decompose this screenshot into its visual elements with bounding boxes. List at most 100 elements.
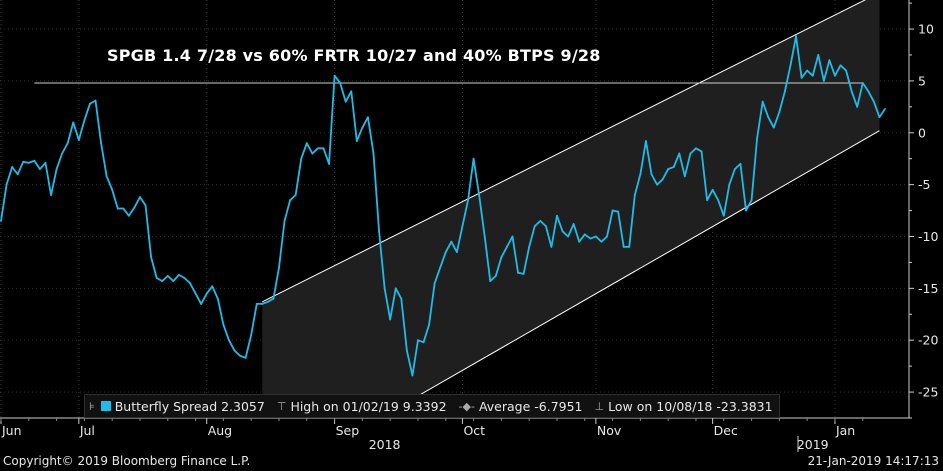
legend-high-item[interactable]: ⊤ High on 01/02/19 9.3392 <box>277 399 447 414</box>
legend-average-item[interactable]: -◆- Average -6.7951 <box>459 399 583 414</box>
series-segment <box>222 323 230 342</box>
series-segment <box>305 142 314 155</box>
pin-icon: ⊧ <box>89 399 95 413</box>
x-tick-label: Jul <box>79 423 95 438</box>
series-segment <box>44 161 52 196</box>
series-segment <box>511 235 519 274</box>
series-segment <box>628 194 636 248</box>
series-segment <box>711 188 720 202</box>
series-segment <box>778 90 786 113</box>
y-tick-label: -15 <box>918 281 938 296</box>
series-segment <box>856 82 864 108</box>
y-tick-label: -5 <box>918 177 930 192</box>
series-segment <box>33 159 41 170</box>
series-segment <box>672 152 681 168</box>
x-tick-label: Nov <box>597 423 622 438</box>
high-marker-icon: ⊤ <box>276 399 287 413</box>
series-segment <box>600 235 608 243</box>
series-segment <box>561 230 569 238</box>
legend-series-label: Butterfly Spread 2.3057 <box>114 398 265 414</box>
legend-average-label: Average -6.7951 <box>478 398 583 414</box>
channel-lower-line <box>379 130 880 419</box>
series-segment <box>133 196 141 209</box>
series-segment <box>656 178 664 186</box>
series-segment <box>211 285 219 300</box>
series-segment <box>850 90 859 108</box>
series-segment <box>633 173 642 196</box>
series-segment <box>72 121 80 141</box>
series-segment <box>278 220 286 269</box>
series-segment <box>506 235 514 248</box>
series-segment <box>50 168 58 196</box>
x-year-label: 2018 <box>369 437 401 452</box>
trend-channel <box>262 0 880 419</box>
series-segment <box>789 35 797 67</box>
series-segment <box>300 142 308 160</box>
series-segment <box>144 204 153 259</box>
legend-low-label: Low on 10/08/18 -23.3831 <box>608 398 773 414</box>
series-segment <box>606 209 614 238</box>
series-segment <box>422 323 431 344</box>
series-segment <box>522 245 531 275</box>
series-segment <box>261 300 269 305</box>
series-segment <box>311 147 319 155</box>
y-tick-label: 5 <box>918 73 926 88</box>
series-segment <box>439 251 447 269</box>
series-segment <box>467 157 475 202</box>
series-segment <box>333 74 342 84</box>
legend: ⊧ Butterfly Spread 2.3057 ⊤ High on 01/0… <box>84 394 780 418</box>
series-segment <box>205 285 214 295</box>
legend-series-item[interactable]: ⊧ Butterfly Spread 2.3057 <box>89 399 265 414</box>
series-segment <box>289 194 297 202</box>
series-segment <box>717 199 725 217</box>
series-segment <box>27 159 36 164</box>
series-segment <box>828 59 836 77</box>
series-segment <box>461 199 469 228</box>
y-tick-label: -20 <box>918 333 938 348</box>
series-segment <box>383 287 392 321</box>
series-segment <box>189 282 197 295</box>
series-segment <box>578 233 586 243</box>
series-segment <box>589 235 597 240</box>
series-segment <box>11 166 19 176</box>
series-segment <box>16 160 25 176</box>
channel-upper-line <box>262 0 867 303</box>
series-segment <box>200 292 208 305</box>
series-segment <box>822 59 831 82</box>
x-tick-label: Jan <box>835 423 855 438</box>
x-tick-label: Sep <box>336 423 360 438</box>
y-tick-label: -25 <box>918 385 938 400</box>
series-segment <box>756 100 764 139</box>
series-segment <box>594 235 603 243</box>
series-segment <box>433 266 442 285</box>
series-segment <box>811 54 820 77</box>
series-segment <box>228 339 236 352</box>
series-segment <box>878 108 886 119</box>
series-segment <box>800 69 809 79</box>
series-segment <box>861 82 870 93</box>
series-segment <box>89 99 97 105</box>
series-segment <box>39 161 47 170</box>
x-tick-label: Aug <box>208 423 232 438</box>
series-segment <box>294 157 303 196</box>
series-segment <box>661 168 670 181</box>
series-segment <box>194 292 203 305</box>
series-segment <box>689 147 697 155</box>
series-segment <box>0 183 8 222</box>
series-segment <box>344 90 353 103</box>
series-segment <box>405 349 414 377</box>
series-segment <box>517 271 525 275</box>
series-segment <box>455 225 464 253</box>
series-segment <box>500 245 508 259</box>
series-segment <box>216 297 225 326</box>
series-segment <box>239 354 247 359</box>
y-tick-label: 10 <box>918 22 934 37</box>
series-segment <box>155 277 164 282</box>
series-segment <box>478 194 486 238</box>
series-segment <box>183 277 191 285</box>
series-segment <box>272 266 280 300</box>
series-segment <box>450 240 458 253</box>
series-segment <box>700 150 708 202</box>
legend-low-item[interactable]: ⊥ Low on 10/08/18 -23.3831 <box>595 399 773 414</box>
channel-fill <box>262 0 880 418</box>
